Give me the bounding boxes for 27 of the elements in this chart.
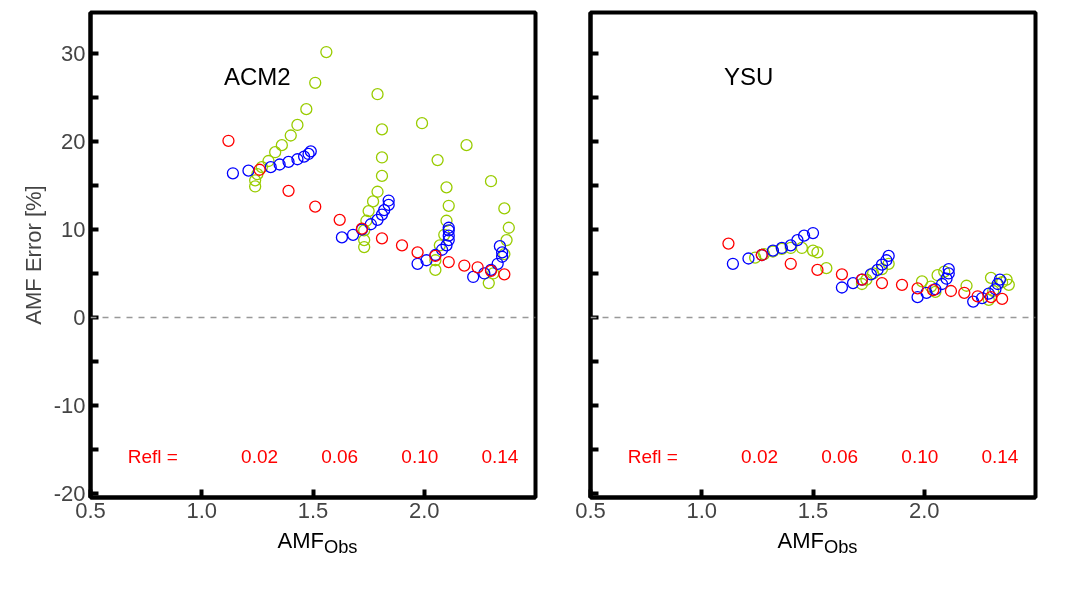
annotation: Refl = xyxy=(127,445,178,467)
y-axis-title: AMF Error [%] xyxy=(20,185,46,325)
x-axis-title: AMF$_{Obs}$ xyxy=(277,527,358,560)
x-tick-label: 1.0 xyxy=(186,497,218,523)
annotation: 0.14 xyxy=(981,445,1019,467)
y-tick-label: 10 xyxy=(61,217,86,243)
annotation: 0.06 xyxy=(321,445,359,467)
x-tick-label: 2.0 xyxy=(908,497,940,523)
annotation: 0.14 xyxy=(481,445,519,467)
annotation: Refl = xyxy=(627,445,678,467)
annotation: 0.02 xyxy=(741,445,779,467)
annotation: 0.10 xyxy=(401,445,439,467)
x-tick-label: 1.5 xyxy=(297,497,329,523)
annotation: 0.02 xyxy=(241,445,279,467)
text: ACM2 xyxy=(224,63,291,91)
x-tick-label: 1.0 xyxy=(686,497,718,523)
y-tick-label: 20 xyxy=(61,129,86,155)
x-tick-label: 0.5 xyxy=(575,497,606,523)
y-tick-label: 0 xyxy=(73,304,86,330)
text: YSU xyxy=(724,63,774,91)
annotation: 0.06 xyxy=(821,445,859,467)
x-tick-label: 2.0 xyxy=(408,497,440,523)
x-tick-label: 1.5 xyxy=(797,497,829,523)
y-tick-label: -10 xyxy=(53,392,86,418)
y-tick-label: 30 xyxy=(61,41,86,67)
annotation: 0.10 xyxy=(901,445,939,467)
x-axis-title: AMF$_{Obs}$ xyxy=(777,527,858,560)
